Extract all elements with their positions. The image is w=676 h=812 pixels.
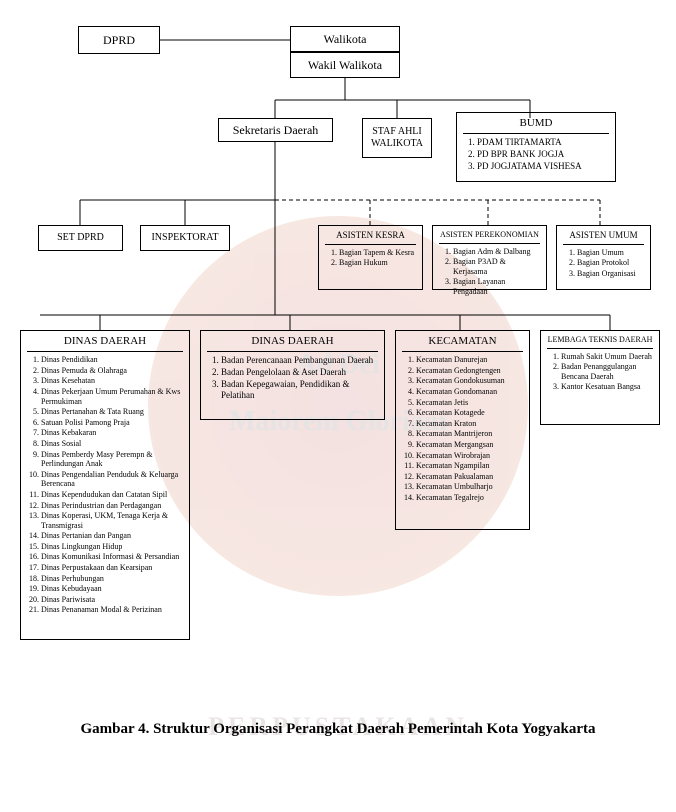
- list-item: Kecamatan Danurejan: [416, 355, 523, 365]
- walikota-box: Walikota: [290, 26, 400, 52]
- inspektorat-label: INSPEKTORAT: [151, 232, 218, 244]
- list-item: Dinas Pemberdy Masy Perempn & Perlindung…: [41, 450, 183, 469]
- list-item: Kecamatan Wirobrajan: [416, 451, 523, 461]
- asisten-perekonomian-title: ASISTEN PEREKONOMIAN: [439, 230, 540, 244]
- dprd-label: DPRD: [103, 33, 135, 47]
- asisten-kesra-title: ASISTEN KESRA: [325, 230, 416, 245]
- list-item: Bagian Tapem & Kesra: [339, 248, 416, 258]
- wakil-box: Wakil Walikota: [290, 52, 400, 78]
- bumd-list: PDAM TIRTAMARTAPD BPR BANK JOGJAPD JOGJA…: [463, 137, 609, 171]
- bumd-title: BUMD: [463, 117, 609, 134]
- wakil-label: Wakil Walikota: [308, 58, 382, 72]
- list-item: Bagian Layanan Pengadaan: [453, 277, 540, 296]
- list-item: Dinas Penanaman Modal & Perizinan: [41, 605, 183, 615]
- sekda-box: Sekretaris Daerah: [218, 118, 333, 142]
- list-item: Dinas Kependudukan dan Catatan Sipil: [41, 490, 183, 500]
- list-item: Kecamatan Ngampilan: [416, 461, 523, 471]
- list-item: Kecamatan Mergangsan: [416, 440, 523, 450]
- list-item: Dinas Pemuda & Olahraga: [41, 366, 183, 376]
- list-item: Dinas Pertanian dan Pangan: [41, 531, 183, 541]
- asisten-perekonomian-box: ASISTEN PEREKONOMIAN Bagian Adm & Dalban…: [432, 225, 547, 290]
- list-item: Dinas Pariwisata: [41, 595, 183, 605]
- asisten-umum-title: ASISTEN UMUM: [563, 230, 644, 245]
- asisten-kesra-list: Bagian Tapem & KesraBagian Hukum: [325, 248, 416, 268]
- list-item: Badan Pengelolaan & Aset Daerah: [221, 367, 378, 378]
- list-item: Kecamatan Umbulharjo: [416, 482, 523, 492]
- staf-ahli-label: STAF AHLI WALIKOTA: [365, 126, 429, 150]
- kecamatan-box: KECAMATAN Kecamatan DanurejanKecamatan G…: [395, 330, 530, 530]
- list-item: Badan Kepegawaian, Pendidikan & Pelatiha…: [221, 379, 378, 401]
- asisten-umum-list: Bagian UmumBagian ProtokolBagian Organis…: [563, 248, 644, 279]
- list-item: Bagian Hukum: [339, 258, 416, 268]
- list-item: Bagian P3AD & Kerjasama: [453, 257, 540, 276]
- list-item: Bagian Protokol: [577, 258, 644, 268]
- walikota-label: Walikota: [323, 32, 366, 46]
- list-item: Kecamatan Gondokusuman: [416, 376, 523, 386]
- list-item: Dinas Perindustrian dan Perdagangan: [41, 501, 183, 511]
- dinas-daerah-1-box: DINAS DAERAH Dinas PendidikanDinas Pemud…: [20, 330, 190, 640]
- list-item: Kecamatan Kotagede: [416, 408, 523, 418]
- list-item: Dinas Pengendalian Penduduk & Keluarga B…: [41, 470, 183, 489]
- lembaga-teknis-box: LEMBAGA TEKNIS DAERAH Rumah Sakit Umum D…: [540, 330, 660, 425]
- set-dprd-box: SET DPRD: [38, 225, 123, 251]
- list-item: Dinas Perpustakaan dan Kearsipan: [41, 563, 183, 573]
- list-item: Dinas Kebakaran: [41, 428, 183, 438]
- asisten-perekonomian-list: Bagian Adm & DalbangBagian P3AD & Kerjas…: [439, 247, 540, 297]
- kecamatan-list: Kecamatan DanurejanKecamatan Gedongtenge…: [402, 355, 523, 502]
- list-item: Kecamatan Pakualaman: [416, 472, 523, 482]
- asisten-umum-box: ASISTEN UMUM Bagian UmumBagian ProtokolB…: [556, 225, 651, 290]
- org-chart: DPRD Walikota Wakil Walikota Sekretaris …: [0, 0, 676, 812]
- list-item: Dinas Kebudayaan: [41, 584, 183, 594]
- lembaga-title: LEMBAGA TEKNIS DAERAH: [547, 335, 653, 349]
- list-item: Bagian Organisasi: [577, 269, 644, 279]
- asisten-kesra-box: ASISTEN KESRA Bagian Tapem & KesraBagian…: [318, 225, 423, 290]
- list-item: Dinas Koperasi, UKM, Tenaga Kerja & Tran…: [41, 511, 183, 530]
- list-item: Rumah Sakit Umum Daerah: [561, 352, 653, 362]
- dinas1-title: DINAS DAERAH: [27, 335, 183, 352]
- list-item: Satuan Polisi Pamong Praja: [41, 418, 183, 428]
- sekda-label: Sekretaris Daerah: [233, 123, 319, 137]
- bumd-box: BUMD PDAM TIRTAMARTAPD BPR BANK JOGJAPD …: [456, 112, 616, 182]
- list-item: Dinas Kesehatan: [41, 376, 183, 386]
- list-item: Kecamatan Jetis: [416, 398, 523, 408]
- list-item: Kecamatan Gedongtengen: [416, 366, 523, 376]
- list-item: Dinas Pendidikan: [41, 355, 183, 365]
- list-item: Kantor Kesatuan Bangsa: [561, 382, 653, 392]
- dprd-box: DPRD: [78, 26, 160, 54]
- list-item: Kecamatan Kraton: [416, 419, 523, 429]
- inspektorat-box: INSPEKTORAT: [140, 225, 230, 251]
- list-item: Dinas Lingkungan Hidup: [41, 542, 183, 552]
- list-item: Badan Penanggulangan Bencana Daerah: [561, 362, 653, 381]
- list-item: Badan Perencanaan Pembangunan Daerah: [221, 355, 378, 366]
- list-item: Dinas Sosial: [41, 439, 183, 449]
- set-dprd-label: SET DPRD: [57, 232, 104, 244]
- dinas-daerah-2-box: DINAS DAERAH Badan Perencanaan Pembangun…: [200, 330, 385, 420]
- list-item: Bagian Umum: [577, 248, 644, 258]
- lembaga-list: Rumah Sakit Umum DaerahBadan Penanggulan…: [547, 352, 653, 392]
- list-item: Dinas Komunikasi Informasi & Persandian: [41, 552, 183, 562]
- staf-ahli-box: STAF AHLI WALIKOTA: [362, 118, 432, 158]
- dinas2-title: DINAS DAERAH: [207, 335, 378, 352]
- list-item: Kecamatan Mantrijeron: [416, 429, 523, 439]
- list-item: Dinas Pertanahan & Tata Ruang: [41, 407, 183, 417]
- list-item: PD BPR BANK JOGJA: [477, 149, 609, 160]
- dinas2-list: Badan Perencanaan Pembangunan DaerahBada…: [207, 355, 378, 400]
- list-item: Bagian Adm & Dalbang: [453, 247, 540, 257]
- dinas1-list: Dinas PendidikanDinas Pemuda & OlahragaD…: [27, 355, 183, 615]
- figure-caption: Gambar 4. Struktur Organisasi Perangkat …: [0, 720, 676, 740]
- kecamatan-title: KECAMATAN: [402, 335, 523, 352]
- list-item: Kecamatan Tegalrejo: [416, 493, 523, 503]
- list-item: Dinas Perhubungan: [41, 574, 183, 584]
- list-item: PDAM TIRTAMARTA: [477, 137, 609, 148]
- list-item: PD JOGJATAMA VISHESA: [477, 161, 609, 172]
- list-item: Kecamatan Gondomanan: [416, 387, 523, 397]
- list-item: Dinas Pekerjaan Umum Perumahan & Kws Per…: [41, 387, 183, 406]
